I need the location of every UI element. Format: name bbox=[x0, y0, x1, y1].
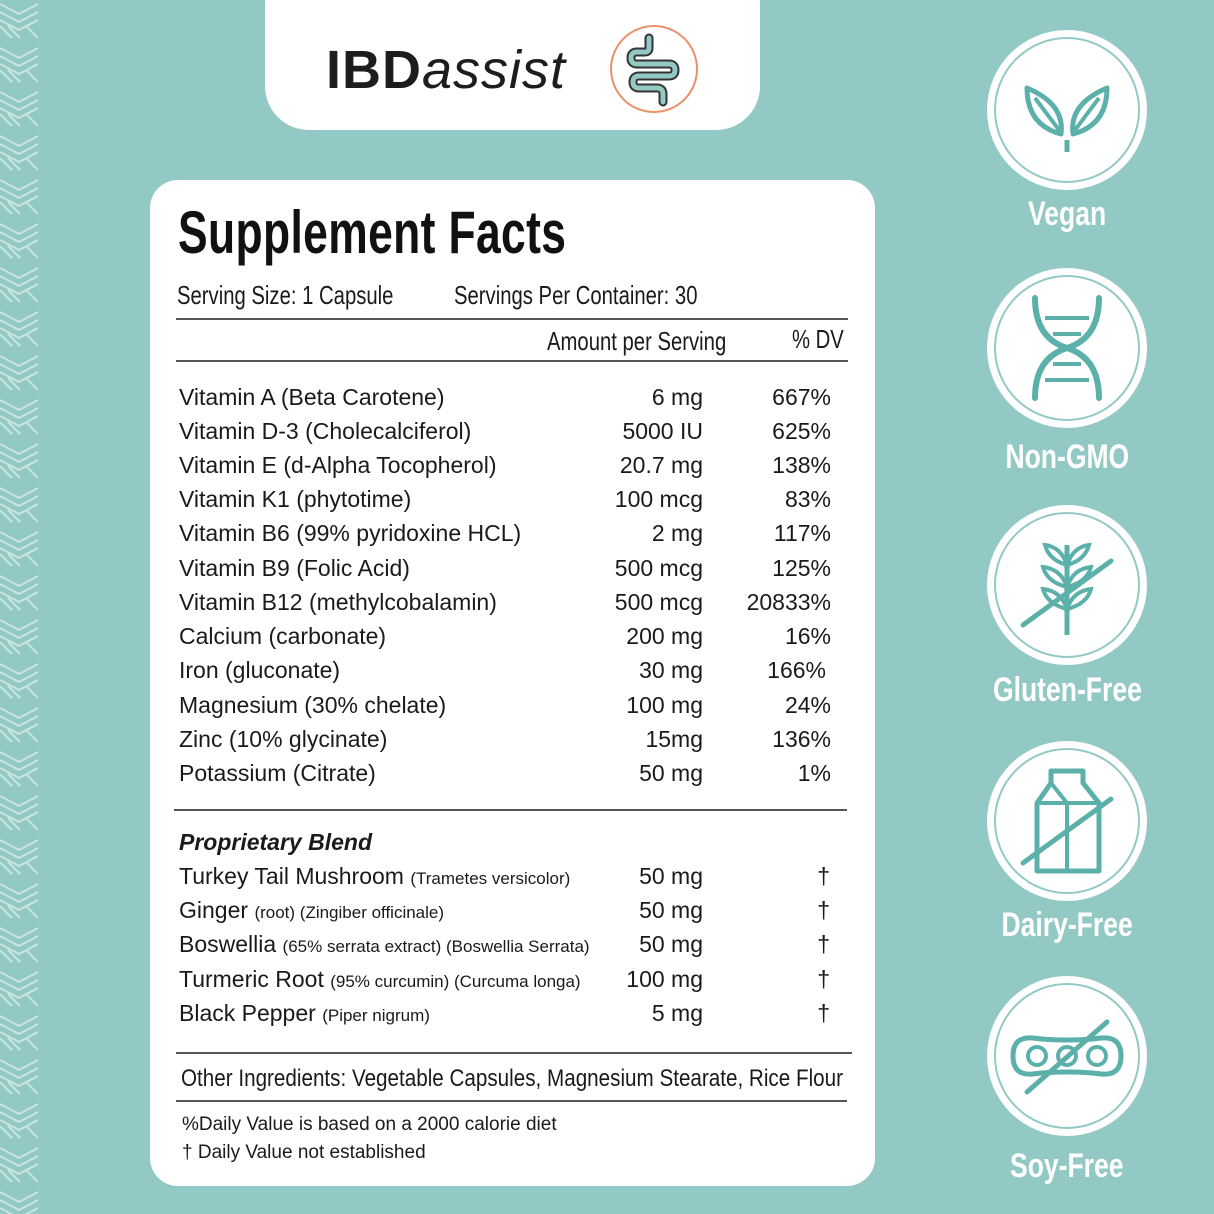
nutrient-amount: 5000 IU bbox=[622, 418, 703, 444]
nutrient-amount: 6 mg bbox=[651, 384, 703, 410]
badge-label-non-gmo: Non-GMO bbox=[1005, 438, 1129, 476]
nutrient-name: Iron (gluconate) bbox=[179, 657, 341, 683]
nutrient-amount: 500 mcg bbox=[614, 555, 703, 581]
facts-title: Supplement Facts bbox=[178, 199, 567, 266]
brand-name-italic: assist bbox=[422, 40, 567, 100]
nutrient-name: Vitamin B9 (Folic Acid) bbox=[179, 555, 410, 581]
badge-non-gmo bbox=[987, 268, 1147, 428]
nutrient-dv: 83% bbox=[784, 486, 831, 512]
blend-detail: (65% serrata extract) (Boswellia Serrata… bbox=[282, 937, 590, 956]
decorative-pattern bbox=[0, 0, 38, 1214]
blend-item: Black Pepper (Piper nigrum) bbox=[179, 998, 430, 1031]
blend-item: Boswellia (65% serrata extract) (Boswell… bbox=[179, 929, 590, 962]
blend-detail: (95% curcumin) (Curcuma longa) bbox=[330, 972, 581, 991]
footnote-dagger: † Daily Value not established bbox=[182, 1142, 426, 1163]
supplement-facts-panel bbox=[150, 180, 875, 1186]
servings-per-container: Servings Per Container: 30 bbox=[454, 280, 698, 310]
badge-vegan bbox=[987, 30, 1147, 190]
milk-carton-crossed-icon bbox=[994, 748, 1140, 894]
nutrient-name: Magnesium (30% chelate) bbox=[179, 692, 447, 718]
divider bbox=[176, 1100, 847, 1102]
nutrient-amount: 30 mg bbox=[639, 657, 703, 683]
blend-name: Black Pepper bbox=[179, 1000, 316, 1026]
badge-label-vegan: Vegan bbox=[1027, 195, 1107, 233]
blend-detail: (root) (Zingiber officinale) bbox=[254, 903, 445, 922]
nutrient-dv: 125% bbox=[772, 555, 831, 581]
blend-name: Ginger bbox=[179, 897, 249, 923]
nutrient-name: Vitamin K1 (phytotime) bbox=[179, 486, 412, 512]
blend-name: Boswellia bbox=[179, 931, 277, 957]
nutrient-amount: 50 mg bbox=[639, 760, 703, 786]
blend-amount: 100 mg bbox=[626, 966, 703, 992]
badge-soy-free bbox=[987, 976, 1147, 1136]
brand-logo: IBDassist bbox=[326, 40, 566, 100]
divider bbox=[174, 809, 847, 811]
badge-dairy-free bbox=[987, 741, 1147, 901]
nutrient-amount: 20.7 mg bbox=[619, 452, 703, 478]
serving-size: Serving Size: 1 Capsule bbox=[177, 280, 394, 310]
blend-amount: 50 mg bbox=[639, 931, 703, 957]
nutrient-name: Vitamin E (d-Alpha Tocopherol) bbox=[179, 452, 497, 478]
blend-dv: † bbox=[817, 863, 830, 889]
nutrient-dv: 138% bbox=[772, 452, 831, 478]
nutrient-dv: 667% bbox=[772, 384, 831, 410]
blend-dv: † bbox=[817, 931, 830, 957]
nutrient-amount: 500 mcg bbox=[614, 589, 703, 615]
badge-label-dairy-free: Dairy-Free bbox=[1001, 906, 1133, 944]
nutrient-name: Calcium (carbonate) bbox=[179, 623, 387, 649]
blend-title: Proprietary Blend bbox=[179, 829, 372, 855]
divider bbox=[176, 360, 848, 362]
wheat-crossed-icon bbox=[994, 512, 1140, 658]
column-header-dv: % DV bbox=[792, 324, 844, 354]
nutrient-dv: 117% bbox=[773, 520, 831, 546]
nutrient-dv: 1% bbox=[797, 760, 831, 786]
badge-label-soy-free: Soy-Free bbox=[1010, 1147, 1124, 1185]
column-header-amount: Amount per Serving bbox=[547, 326, 727, 356]
intestine-icon bbox=[609, 24, 699, 114]
other-ingredients: Other Ingredients: Vegetable Capsules, M… bbox=[181, 1065, 843, 1092]
soybean-crossed-icon bbox=[994, 983, 1140, 1129]
nutrient-name: Potassium (Citrate) bbox=[179, 760, 376, 786]
nutrient-name: Vitamin D-3 (Cholecalciferol) bbox=[179, 418, 472, 444]
nutrient-dv: 166% bbox=[767, 657, 826, 683]
blend-name: Turmeric Root bbox=[179, 966, 324, 992]
blend-dv: † bbox=[817, 897, 830, 923]
leaf-icon bbox=[994, 37, 1140, 183]
nutrient-dv: 136% bbox=[772, 726, 831, 752]
divider bbox=[176, 318, 848, 320]
badge-label-gluten-free: Gluten-Free bbox=[992, 671, 1142, 709]
nutrient-dv: 20833% bbox=[746, 589, 831, 615]
blend-dv: † bbox=[817, 966, 830, 992]
blend-dv: † bbox=[817, 1000, 830, 1026]
blend-amount: 50 mg bbox=[639, 897, 703, 923]
nutrient-dv: 16% bbox=[784, 623, 831, 649]
blend-detail: (Piper nigrum) bbox=[322, 1006, 430, 1025]
brand-name-bold: IBD bbox=[326, 40, 422, 100]
nutrient-amount: 100 mcg bbox=[614, 486, 703, 512]
badge-gluten-free bbox=[987, 505, 1147, 665]
nutrient-name: Vitamin B6 (99% pyridoxine HCL) bbox=[179, 520, 522, 546]
blend-item: Turmeric Root (95% curcumin) (Curcuma lo… bbox=[179, 964, 581, 997]
nutrient-amount: 200 mg bbox=[626, 623, 703, 649]
blend-name: Turkey Tail Mushroom bbox=[179, 863, 404, 889]
blend-amount: 50 mg bbox=[639, 863, 703, 889]
blend-detail: (Trametes versicolor) bbox=[410, 869, 571, 888]
nutrient-name: Zinc (10% glycinate) bbox=[179, 726, 388, 752]
nutrient-amount: 100 mg bbox=[626, 692, 703, 718]
blend-item: Turkey Tail Mushroom (Trametes versicolo… bbox=[179, 861, 570, 894]
dna-icon bbox=[994, 275, 1140, 421]
footnote-daily-value: %Daily Value is based on a 2000 calorie … bbox=[182, 1114, 557, 1135]
nutrient-amount: 2 mg bbox=[651, 520, 703, 546]
nutrient-amount: 15mg bbox=[645, 726, 703, 752]
nutrient-name: Vitamin B12 (methylcobalamin) bbox=[179, 589, 497, 615]
blend-amount: 5 mg bbox=[651, 1000, 703, 1026]
blend-item: Ginger (root) (Zingiber officinale) bbox=[179, 895, 444, 928]
nutrient-dv: 625% bbox=[772, 418, 831, 444]
nutrient-name: Vitamin A (Beta Carotene) bbox=[179, 384, 445, 410]
nutrient-dv: 24% bbox=[784, 692, 831, 718]
divider bbox=[176, 1052, 852, 1054]
